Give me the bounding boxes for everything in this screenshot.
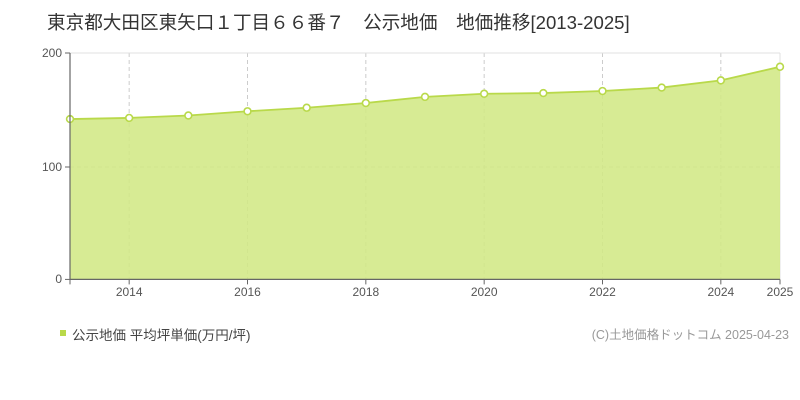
svg-text:2024: 2024: [707, 285, 734, 299]
svg-text:0: 0: [55, 272, 62, 286]
svg-text:2020: 2020: [471, 285, 498, 299]
svg-text:2025: 2025: [767, 285, 794, 299]
svg-text:100: 100: [42, 160, 62, 174]
svg-text:200: 200: [42, 46, 62, 60]
svg-text:(C)土地価格ドットコム 2025-04-23: (C)土地価格ドットコム 2025-04-23: [592, 327, 789, 342]
svg-text:2022: 2022: [589, 285, 616, 299]
svg-text:2018: 2018: [352, 285, 379, 299]
svg-text:2014: 2014: [116, 285, 143, 299]
svg-text:公示地価 平均坪単価(万円/坪): 公示地価 平均坪単価(万円/坪): [72, 328, 251, 343]
svg-text:2016: 2016: [234, 285, 261, 299]
